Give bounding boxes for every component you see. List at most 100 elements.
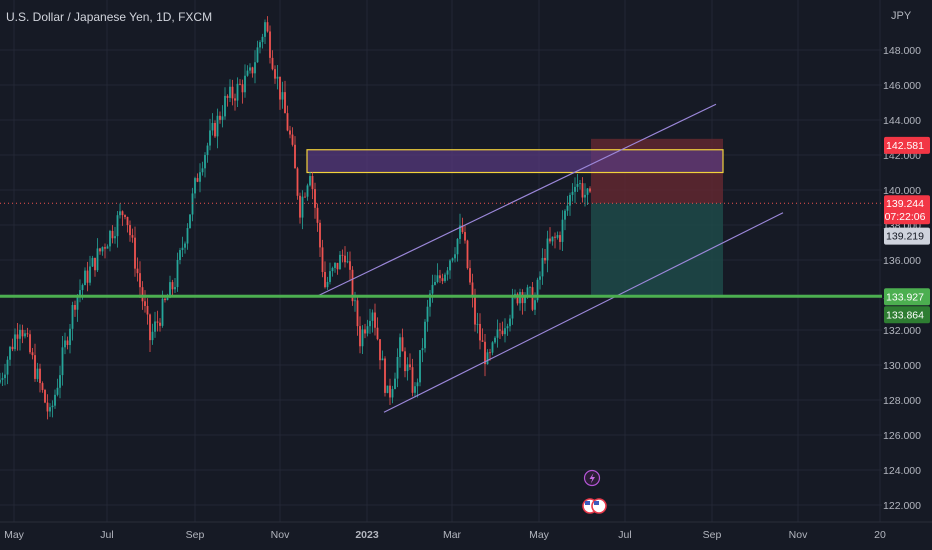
candle-body xyxy=(271,57,274,70)
candle-body xyxy=(26,333,29,335)
time-tick-label: May xyxy=(4,529,25,541)
candle-body xyxy=(564,210,566,220)
candle-body xyxy=(326,281,329,288)
candle-body xyxy=(279,76,281,100)
candle-body xyxy=(574,186,576,192)
candle-body xyxy=(356,300,359,327)
support-price-label-text: 133.927 xyxy=(886,291,924,303)
candle-body xyxy=(499,329,501,331)
candle-body xyxy=(561,219,564,242)
candle-body xyxy=(206,145,209,156)
candle-body xyxy=(229,86,231,98)
candle-body xyxy=(61,347,64,376)
candle-body xyxy=(441,278,444,282)
candle-body xyxy=(524,297,526,304)
candle-body xyxy=(476,323,479,325)
candle-body xyxy=(64,340,66,348)
candle-body xyxy=(324,271,326,288)
candle-body xyxy=(396,356,399,379)
candle-body xyxy=(401,337,404,352)
candle-body xyxy=(221,116,224,120)
candle-body xyxy=(381,358,384,361)
price-tick-label: 124.000 xyxy=(883,465,921,477)
candle-body xyxy=(231,86,234,99)
candle-body xyxy=(194,178,196,194)
price-channel[interactable] xyxy=(315,103,784,413)
candle-body xyxy=(589,188,591,192)
candle-body xyxy=(576,184,579,187)
candle-body xyxy=(511,295,514,319)
candle-body xyxy=(399,337,401,357)
candle-body xyxy=(414,386,416,393)
price-tick-label: 144.000 xyxy=(883,115,921,127)
price-axis-background xyxy=(882,0,932,550)
candle-body xyxy=(486,352,489,365)
candle-body xyxy=(189,214,191,229)
time-axis[interactable]: May Jul Sep Nov 2023 Mar May Jul Sep Nov 20 xyxy=(0,521,932,550)
candle-body xyxy=(79,290,81,296)
candle-body xyxy=(1,378,4,380)
candle-body xyxy=(276,76,279,79)
price-tick-label: 148.000 xyxy=(883,45,921,57)
time-tick-label: Jul xyxy=(100,529,113,541)
candle-body xyxy=(541,257,544,277)
supply-zone-rectangle[interactable] xyxy=(306,149,724,174)
candle-body xyxy=(419,350,421,383)
candle-body xyxy=(174,287,176,290)
candle-body xyxy=(201,168,204,173)
last-price-label-text: 139.244 xyxy=(886,198,924,210)
candle-body xyxy=(244,75,246,93)
candle-body xyxy=(424,321,426,349)
time-tick-label: Jul xyxy=(618,529,631,541)
candle-body xyxy=(259,42,261,48)
candle-body xyxy=(484,341,486,365)
candle-body xyxy=(236,83,239,101)
candle-body xyxy=(309,176,311,186)
candle-body xyxy=(9,346,11,360)
candle-body xyxy=(449,260,451,271)
price-tick-label: 128.000 xyxy=(883,395,921,407)
candle-body xyxy=(529,287,531,288)
candle-body xyxy=(36,368,39,379)
candle-body xyxy=(139,273,141,288)
candle-body xyxy=(349,261,351,270)
candle-body xyxy=(536,279,539,301)
candle-body xyxy=(481,340,484,342)
take-profit-area xyxy=(591,203,723,297)
candle-body xyxy=(489,352,491,354)
time-tick-label: Mar xyxy=(443,529,462,541)
candle-body xyxy=(344,255,346,263)
candle-body xyxy=(211,122,214,131)
candle-body xyxy=(146,305,149,315)
candle-body xyxy=(584,194,586,198)
candle-body xyxy=(266,22,269,32)
candle-body xyxy=(134,237,136,269)
candle-body xyxy=(341,254,344,256)
candle-body xyxy=(389,385,391,398)
candle-body xyxy=(186,228,189,244)
candle-body xyxy=(216,115,219,137)
event-markers[interactable] xyxy=(582,469,607,514)
candle-body xyxy=(11,346,14,350)
price-axis[interactable]: 122.000 124.000 126.000 128.000 130.000 132.0… xyxy=(882,0,932,550)
candle-body xyxy=(376,327,379,340)
last-price-label-sub-text: 07:22:06 xyxy=(885,211,926,223)
candle-body xyxy=(284,92,286,114)
candle-body xyxy=(299,195,301,218)
candle-body xyxy=(251,67,254,74)
channel-lower-line[interactable] xyxy=(383,212,784,413)
candle-body xyxy=(256,47,259,63)
prev-close-label-text: 139.219 xyxy=(886,231,924,243)
candle-body xyxy=(99,248,101,252)
candle-body xyxy=(6,359,9,375)
last-price-label-box xyxy=(884,195,930,225)
flag-canton-2 xyxy=(594,501,599,505)
candle-body xyxy=(161,298,164,326)
candle-body xyxy=(374,312,376,328)
channel-upper-line[interactable] xyxy=(315,103,717,298)
candle-body xyxy=(226,95,229,98)
candle-body xyxy=(34,355,36,379)
candle-body xyxy=(556,235,559,238)
resistance-price-label-box xyxy=(884,136,930,154)
